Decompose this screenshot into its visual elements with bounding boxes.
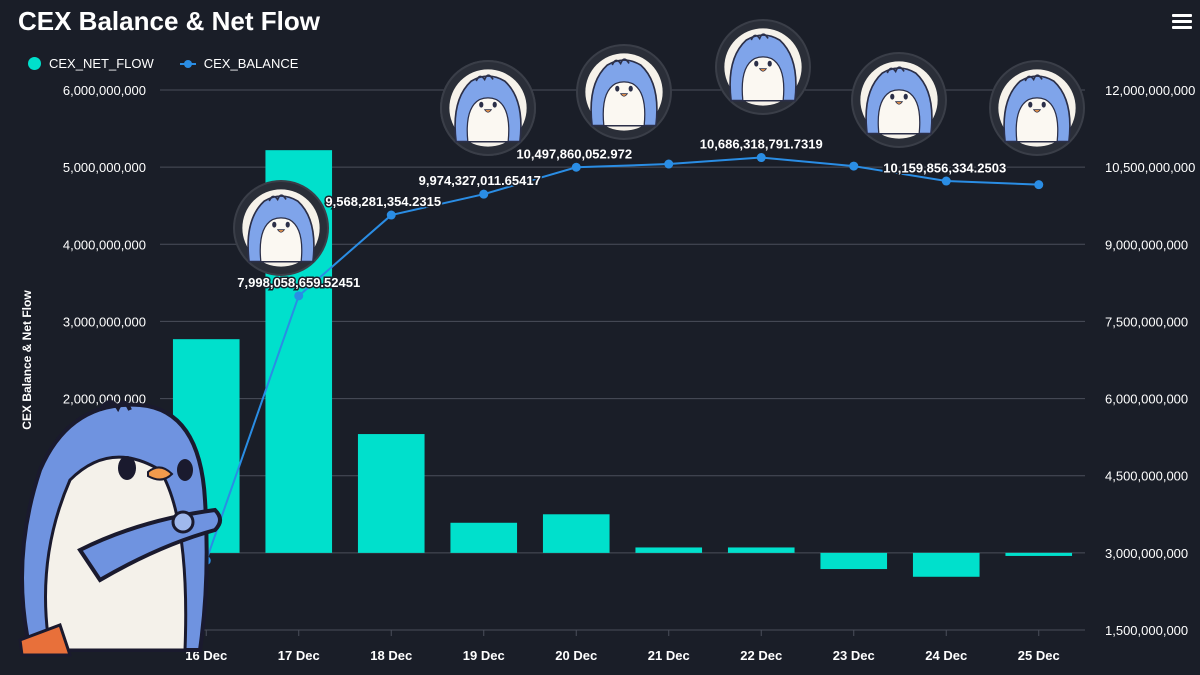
penguin-avatar-icon xyxy=(997,68,1077,148)
x-tick-label: 25 Dec xyxy=(1018,648,1060,663)
net-flow-bar xyxy=(357,434,425,553)
balance-point xyxy=(479,189,489,199)
penguin-avatar-icon xyxy=(723,27,803,107)
balance-data-label: 10,497,860,052.972 xyxy=(516,146,632,161)
x-tick-label: 21 Dec xyxy=(648,648,690,663)
axes: 1,500,000,000 3,000,000,000 4,500,000,000 6… xyxy=(63,83,1196,663)
x-tick-label: 20 Dec xyxy=(555,648,597,663)
legend: CEX_NET_FLOW CEX_BALANCE xyxy=(28,56,298,71)
balance-point xyxy=(756,153,766,163)
balance-data-label: 9,568,281,354.2315 xyxy=(325,194,441,209)
penguin-avatar-icon xyxy=(241,188,321,268)
net-flow-bar xyxy=(1005,552,1073,556)
right-tick-label: 3,000,000,000 xyxy=(1105,546,1188,561)
x-tick-label: 23 Dec xyxy=(833,648,875,663)
x-tick-label: 24 Dec xyxy=(925,648,967,663)
right-tick-label: 4,500,000,000 xyxy=(1105,469,1188,484)
balance-point xyxy=(294,291,304,301)
penguin-avatar-icon xyxy=(859,60,939,140)
balance-data-label: 7,998,058,659.52451 xyxy=(237,275,360,290)
balance-data-label: 10,686,318,791.7319 xyxy=(700,137,823,152)
right-tick-label: 9,000,000,000 xyxy=(1105,237,1188,252)
net-flow-bar xyxy=(450,522,518,553)
x-tick-label: 22 Dec xyxy=(740,648,782,663)
chart-title: CEX Balance & Net Flow xyxy=(18,6,320,36)
balance-point xyxy=(664,159,674,169)
balance-point xyxy=(571,162,581,172)
right-tick-label: 10,500,000,000 xyxy=(1105,160,1195,175)
penguin-avatar-icon xyxy=(584,52,664,132)
net-flow-bar xyxy=(912,552,980,577)
balance-point xyxy=(386,210,396,220)
right-tick-label: 12,000,000,000 xyxy=(1105,83,1195,98)
balance-point xyxy=(1034,180,1044,190)
legend-item-balance[interactable]: CEX_BALANCE xyxy=(179,56,299,71)
x-tick-label: 18 Dec xyxy=(370,648,412,663)
right-tick-label: 1,500,000,000 xyxy=(1105,623,1188,638)
left-tick-label: 5,000,000,000 xyxy=(63,160,146,175)
legend-item-net-flow[interactable]: CEX_NET_FLOW xyxy=(28,56,154,71)
left-tick-label: 3,000,000,000 xyxy=(63,314,146,329)
legend-net-flow-label: CEX_NET_FLOW xyxy=(49,56,154,71)
x-tick-label: 17 Dec xyxy=(278,648,320,663)
net-flow-bar xyxy=(635,547,703,553)
net-flow-bar xyxy=(820,552,888,570)
net-flow-bar xyxy=(542,514,610,553)
balance-data-label: 9,974,327,011.65417 xyxy=(419,173,541,188)
right-tick-label: 7,500,000,000 xyxy=(1105,314,1188,329)
balance-point xyxy=(941,176,951,186)
hamburger-menu-icon[interactable] xyxy=(1172,14,1192,30)
penguin-avatar-icon xyxy=(448,68,528,148)
data-labels: 7,998,058,659.52451 9,568,281,354.2315 9,9… xyxy=(236,135,1008,291)
penguin-mascot-icon xyxy=(18,400,222,657)
balance-point xyxy=(849,161,859,171)
legend-balance-swatch xyxy=(179,57,196,70)
avatar-layer xyxy=(233,19,1085,276)
right-tick-label: 6,000,000,000 xyxy=(1105,392,1188,407)
legend-net-flow-swatch xyxy=(28,57,41,70)
net-flow-bar xyxy=(727,547,795,553)
balance-data-label: 10,159,856,334.2503 xyxy=(883,161,1006,176)
left-tick-label: 4,000,000,000 xyxy=(63,237,146,252)
balance-series-line xyxy=(205,156,1039,561)
x-tick-label: 19 Dec xyxy=(463,648,505,663)
legend-balance-label: CEX_BALANCE xyxy=(203,56,299,71)
left-tick-label: 6,000,000,000 xyxy=(63,83,146,98)
